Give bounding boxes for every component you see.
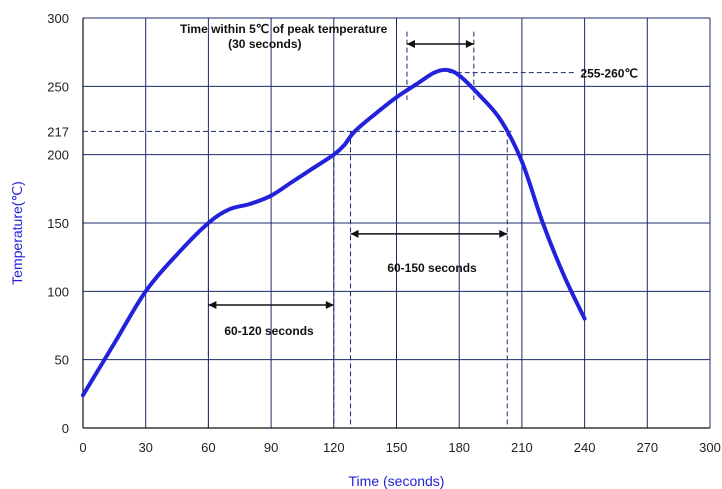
liquidus-arrow-head-right bbox=[499, 229, 508, 238]
y-tick-label: 50 bbox=[55, 353, 69, 368]
peak-temperature-annotation: 255-260℃ bbox=[580, 67, 638, 81]
preheat-duration-annotation: 60-120 seconds bbox=[224, 324, 314, 338]
peak-arrow-head-right bbox=[465, 39, 474, 48]
x-tick-label: 90 bbox=[264, 440, 278, 455]
x-tick-label: 240 bbox=[574, 440, 596, 455]
y-tick-label-217: 217 bbox=[47, 124, 69, 139]
y-tick-label: 200 bbox=[47, 148, 69, 163]
liquidus-arrow-head-left bbox=[350, 229, 359, 238]
preheat-arrow-head-left bbox=[208, 301, 217, 309]
peak-time-annotation-line2: (30 seconds) bbox=[228, 37, 301, 51]
y-tick-label: 250 bbox=[47, 79, 69, 94]
y-tick-label: 300 bbox=[47, 11, 69, 26]
x-tick-label: 210 bbox=[511, 440, 533, 455]
x-tick-label: 180 bbox=[448, 440, 470, 455]
x-tick-label: 150 bbox=[386, 440, 408, 455]
x-tick-label: 0 bbox=[79, 440, 86, 455]
data-series bbox=[81, 67, 587, 398]
preheat-arrow-head-right bbox=[325, 301, 334, 309]
y-tick-label: 100 bbox=[47, 284, 69, 299]
x-tick-label: 300 bbox=[699, 440, 721, 455]
liquidus-duration-annotation: 60-150 seconds bbox=[387, 261, 477, 275]
x-tick-label: 270 bbox=[636, 440, 658, 455]
chart-grid bbox=[83, 17, 711, 428]
y-tick-label: 150 bbox=[47, 216, 69, 231]
reference-lines bbox=[83, 31, 575, 428]
chart-axes bbox=[82, 18, 710, 429]
tick-labels: 0 30 60 90 120 150 180 210 240 270 300 0 50 100 150 200… bbox=[47, 11, 721, 455]
peak-time-annotation-line1: Time within 5℃ of peak temperature bbox=[180, 22, 388, 36]
x-tick-label: 60 bbox=[201, 440, 215, 455]
x-tick-label: 120 bbox=[323, 440, 345, 455]
y-axis-title: Temperature(℃) bbox=[9, 181, 25, 285]
x-tick-label: 30 bbox=[138, 440, 152, 455]
x-axis-title: Time (seconds) bbox=[349, 473, 445, 489]
temperature-curve bbox=[81, 67, 587, 398]
peak-arrow-head-left bbox=[406, 39, 415, 48]
y-tick-label: 0 bbox=[62, 421, 69, 436]
